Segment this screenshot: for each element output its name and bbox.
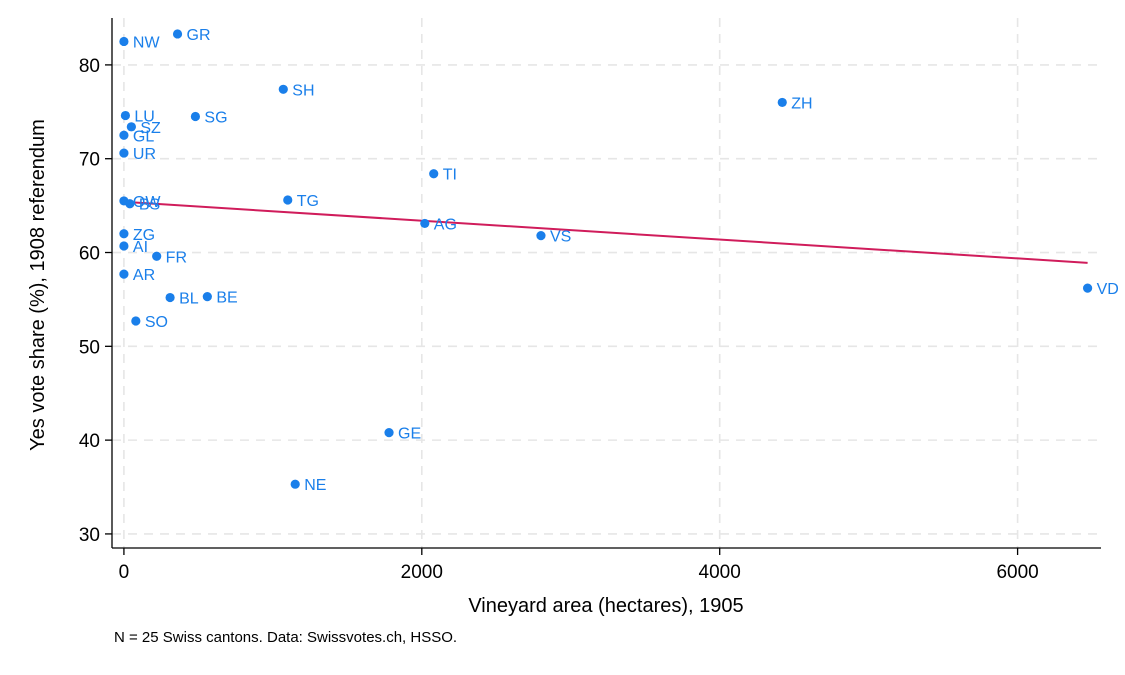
y-tick-label: 70 (79, 150, 100, 171)
point-label: BL (179, 291, 199, 308)
data-point (536, 231, 546, 241)
point-label: AG (434, 216, 457, 233)
point-label: AR (133, 267, 155, 284)
point-label: VS (550, 229, 571, 246)
data-point (119, 241, 129, 251)
data-point (1082, 283, 1093, 293)
data-point (126, 122, 136, 132)
data-point (190, 111, 201, 122)
point-label: TI (443, 167, 457, 184)
point-label: OW (133, 194, 161, 211)
y-tick-label: 30 (79, 525, 100, 546)
point-label: BE (216, 290, 237, 307)
point-label: BS (139, 197, 160, 214)
data-point (283, 195, 293, 205)
data-point (290, 479, 300, 489)
data-point (119, 148, 129, 158)
point-label: UR (133, 146, 156, 163)
data-point (278, 84, 288, 94)
x-tick-label: 0 (119, 562, 130, 583)
point-label: AI (133, 239, 148, 256)
data-point (152, 251, 162, 261)
data-points (119, 29, 1093, 489)
point-label: SO (145, 314, 168, 331)
data-point (384, 428, 394, 438)
point-label: NW (133, 34, 161, 51)
data-point (172, 29, 183, 39)
fit-line-group (123, 200, 1088, 264)
data-point (125, 199, 135, 209)
y-tick-label: 40 (79, 431, 100, 452)
x-axis-title: Vineyard area (hectares), 1905 (468, 595, 743, 617)
point-label: GE (398, 426, 421, 443)
x-tick-label: 2000 (401, 562, 443, 583)
point-label: FR (166, 249, 187, 266)
data-point (120, 110, 131, 121)
data-point (777, 97, 787, 108)
data-point (420, 218, 430, 229)
point-label: SH (292, 82, 314, 99)
y-tick-label: 50 (79, 337, 100, 358)
data-point (119, 229, 129, 239)
point-label: GR (187, 27, 211, 44)
point-label: LU (134, 109, 154, 126)
grid-lines (112, 18, 1101, 548)
x-tick-label: 6000 (996, 562, 1038, 583)
point-label: SZ (140, 120, 161, 137)
point-label: ZG (133, 227, 155, 244)
data-point (429, 169, 439, 179)
data-point (202, 292, 212, 302)
chart-note: N = 25 Swiss cantons. Data: Swissvotes.c… (114, 629, 457, 646)
y-tick-label: 60 (79, 244, 100, 265)
axes: 0 2000 4000 6000 30 40 50 60 70 80 (79, 18, 1101, 583)
point-label: SG (204, 109, 227, 126)
data-point (119, 130, 129, 140)
point-label: GL (133, 128, 154, 145)
point-label: VD (1097, 281, 1119, 298)
point-label: NE (304, 477, 326, 494)
data-point (131, 316, 141, 326)
point-label: TG (297, 193, 319, 210)
fit-line (123, 200, 1088, 264)
data-point (119, 269, 129, 279)
y-tick-label: 80 (79, 56, 100, 77)
y-axis-title: Yes vote share (%), 1908 referendum (27, 119, 49, 451)
data-point (119, 36, 129, 47)
data-point (165, 292, 175, 303)
point-label: ZH (791, 95, 812, 112)
x-tick-label: 4000 (699, 562, 741, 583)
